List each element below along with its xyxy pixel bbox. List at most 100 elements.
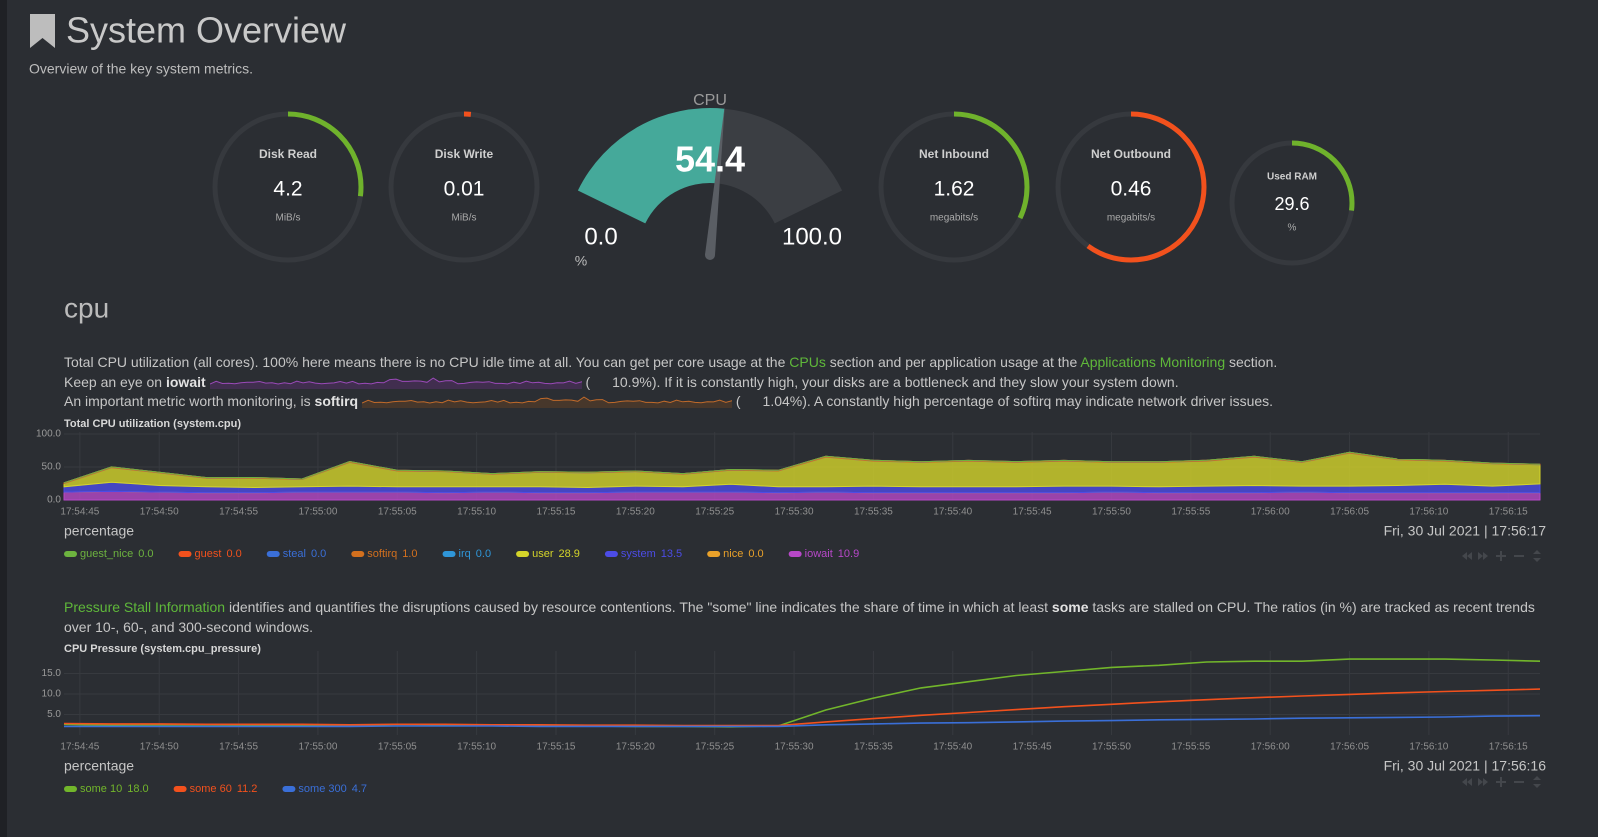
cpu-description: Total CPU utilization (all cores). 100% …	[64, 353, 1277, 412]
gauge-label: Net Inbound	[919, 147, 989, 161]
y-tick-label: 0.0	[47, 495, 61, 506]
gauge-arc	[212, 111, 364, 263]
text: Keep an eye on	[64, 373, 166, 390]
x-tick-label: 17:55:40	[933, 507, 972, 518]
x-tick-label: 17:55:35	[854, 507, 893, 518]
chart-title: Total CPU utilization (system.cpu)	[64, 418, 241, 430]
value: 10.9%	[612, 373, 652, 390]
x-tick-label: 17:56:05	[1330, 742, 1369, 753]
legend-swatch	[604, 551, 618, 557]
text: ). If it is constantly high, your disks …	[651, 373, 1179, 390]
legend-name: steal	[283, 548, 306, 560]
text-line: Total CPU utilization (all cores). 100% …	[64, 353, 1277, 373]
link[interactable]: Pressure Stall Information	[64, 599, 226, 615]
gauge-unit: %	[1288, 223, 1297, 234]
timestamp: Fri, 30 Jul 2021 | 17:56:16	[1384, 758, 1547, 774]
x-tick-label: 17:56:05	[1330, 507, 1369, 518]
page-title: System Overview	[66, 10, 347, 51]
series-line	[63, 658, 1541, 728]
x-tick-label: 17:56:00	[1251, 507, 1290, 518]
y-tick-label: 100.0	[36, 429, 61, 440]
series-line	[63, 688, 1541, 727]
text: section and per application usage at the	[825, 354, 1081, 370]
x-tick-label: 17:55:00	[298, 742, 337, 753]
gauge-unit: MiB/s	[276, 213, 301, 224]
legend-swatch	[173, 786, 187, 792]
text: tasks are stalled on CPU. The ratios (in…	[64, 599, 1535, 635]
value: 1.04%	[762, 393, 803, 409]
legend-name: some 60	[190, 783, 232, 795]
y-tick-label: 10.0	[42, 689, 62, 700]
legend-name: user	[532, 548, 554, 560]
x-tick-label: 17:55:25	[695, 507, 734, 518]
x-tick-label: 17:54:45	[60, 507, 99, 518]
link[interactable]: CPUs	[789, 354, 826, 370]
gauge-title: CPU	[693, 92, 727, 109]
x-tick-label: 17:55:45	[1013, 507, 1052, 518]
legend-swatch	[707, 551, 721, 557]
sparkline	[209, 377, 582, 389]
x-tick-label: 17:55:50	[1092, 742, 1131, 753]
text-line: Keep an eye on iowait (10.9%). If it is …	[64, 373, 1277, 393]
series-line	[64, 714, 1541, 728]
controls-icons[interactable]	[1462, 550, 1541, 562]
gauge-unit: %	[575, 253, 587, 269]
legend-name: nice	[723, 548, 743, 560]
gauge-label: Disk Read	[259, 147, 317, 161]
gauge-min: 0.0	[584, 223, 617, 250]
pressure-description: Pressure Stall Information identifies an…	[64, 598, 1544, 637]
y-tick-label: 5.0	[47, 709, 61, 720]
gauge-label: Net Outbound	[1091, 147, 1171, 161]
legend-value: 0.0	[226, 548, 241, 560]
x-tick-label: 17:54:45	[60, 742, 99, 753]
sparkline-area	[361, 397, 732, 409]
section-heading: cpu	[64, 292, 109, 323]
gauge-unit: megabits/s	[1107, 213, 1155, 224]
legend-swatch	[266, 551, 280, 557]
gauge-label: Used RAM	[1267, 172, 1317, 183]
units-label: percentage	[64, 523, 134, 539]
text: ). A constantly high percentage of softi…	[802, 393, 1274, 409]
sparkline-line	[361, 396, 733, 404]
x-tick-label: 17:55:30	[775, 742, 814, 753]
legend-value: 0.0	[138, 548, 153, 560]
gauge-value: 4.2	[273, 178, 302, 201]
gauge-fill	[577, 108, 725, 224]
gauge-unit: megabits/s	[930, 213, 978, 224]
legend-value: 11.2	[237, 783, 258, 795]
gauge-arc	[1055, 111, 1207, 263]
y-tick-label: 15.0	[42, 668, 62, 679]
gauge-unit: MiB/s	[452, 213, 477, 224]
legend-name: irq	[459, 548, 471, 560]
x-tick-label: 17:54:55	[219, 507, 258, 518]
legend-name: guest	[195, 548, 222, 560]
x-tick-label: 17:55:55	[1171, 742, 1210, 753]
x-tick-label: 17:56:15	[1489, 507, 1528, 518]
text: An important metric worth monitoring, is	[64, 393, 315, 409]
legend-swatch	[351, 551, 365, 557]
link[interactable]: Applications Monitoring	[1080, 354, 1226, 370]
x-tick-label: 17:55:20	[616, 742, 655, 753]
x-tick-label: 17:55:00	[298, 507, 337, 518]
gauge-value: 0.46	[1111, 178, 1152, 201]
x-tick-label: 17:55:25	[695, 742, 734, 753]
sparkline-line	[209, 377, 582, 385]
text: section.	[1225, 354, 1278, 370]
x-tick-label: 17:56:15	[1489, 742, 1528, 753]
gauge-max: 100.0	[782, 223, 842, 250]
x-tick-label: 17:55:20	[616, 507, 655, 518]
bold-text: softirq	[314, 393, 359, 409]
legend-swatch	[64, 551, 77, 557]
legend-swatch	[516, 551, 530, 557]
sparkline	[361, 396, 733, 409]
stacked-area	[63, 451, 1541, 484]
chart-title: CPU Pressure (system.cpu_pressure)	[64, 643, 261, 655]
legend-value: 0.0	[748, 548, 763, 560]
controls-icons[interactable]	[1462, 776, 1541, 788]
text: identifies and quantifies the disruption…	[225, 599, 1052, 615]
x-tick-label: 17:55:45	[1013, 742, 1052, 753]
legend-value: 0.0	[476, 548, 491, 560]
gauge-needle	[705, 105, 725, 256]
page-subtitle: Overview of the key system metrics.	[29, 61, 253, 77]
